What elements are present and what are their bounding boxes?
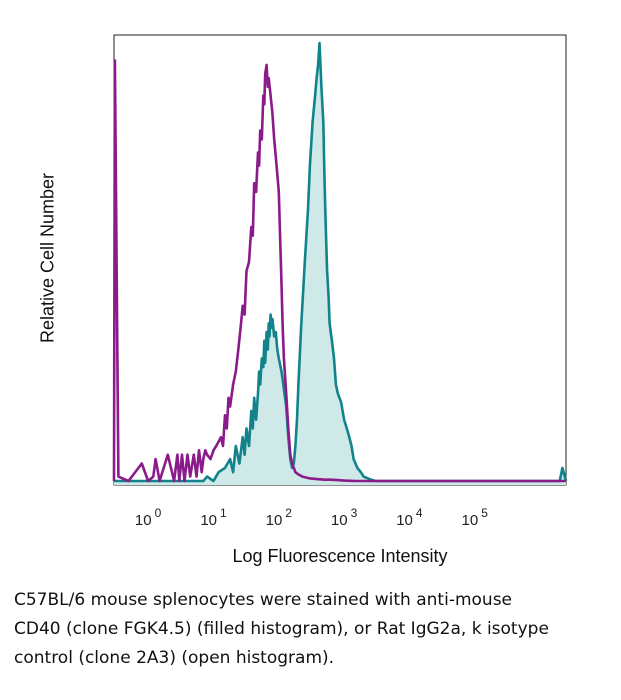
- x-tick-label-2: 10 2: [266, 506, 293, 529]
- figure-caption: C57BL/6 mouse splenocytes were stained w…: [14, 586, 614, 673]
- caption-line-3: control (clone 2A3) (open histogram).: [14, 648, 335, 668]
- caption-line-1: C57BL/6 mouse splenocytes were stained w…: [14, 590, 513, 610]
- x-tick-label-5: 10 5: [462, 506, 489, 529]
- x-tick-label-3: 10 3: [331, 506, 358, 529]
- histogram-figure: 10 0 10 1 10 2 10 3 10 4 10 5 Relative Cell Number …: [37, 34, 568, 566]
- x-tick-layer: 10 0 10 1 10 2 10 3 10 4 10 5: [135, 506, 488, 529]
- open-histogram-line: [112, 59, 566, 483]
- filled-histogram-area: [114, 43, 566, 485]
- x-tick-label-1: 10 1: [200, 506, 227, 529]
- x-axis-label: Log Fluorescence Intensity: [232, 546, 448, 566]
- caption-line-2: CD40 (clone FGK4.5) (filled histogram), …: [14, 619, 549, 639]
- x-tick-label-4: 10 4: [396, 506, 423, 529]
- series-layer: [112, 41, 568, 485]
- y-axis-label-text: Relative Cell Number: [37, 172, 58, 344]
- x-tick-label-0: 10 0: [135, 506, 162, 529]
- histogram-chart: 10 0 10 1 10 2 10 3 10 4 10 5: [112, 34, 568, 529]
